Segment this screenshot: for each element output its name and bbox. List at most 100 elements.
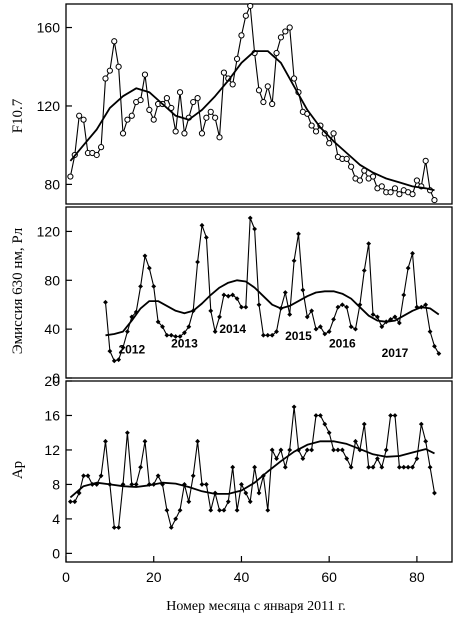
data-point bbox=[67, 173, 74, 180]
data-point bbox=[160, 324, 165, 330]
year-annotation: 2013 bbox=[171, 336, 198, 350]
data-point bbox=[181, 130, 188, 137]
data-point bbox=[103, 438, 108, 444]
data-point bbox=[291, 258, 297, 264]
data-point bbox=[375, 314, 380, 320]
data-point bbox=[221, 292, 227, 298]
data-point bbox=[207, 108, 214, 115]
data-point bbox=[120, 482, 126, 487]
data-point bbox=[326, 430, 332, 436]
data-point bbox=[247, 215, 253, 221]
data-point bbox=[142, 438, 148, 444]
data-point bbox=[125, 329, 130, 334]
data-point bbox=[401, 464, 407, 470]
data-point bbox=[168, 525, 174, 530]
data-point bbox=[229, 81, 236, 88]
data-point bbox=[225, 499, 231, 505]
data-point bbox=[427, 464, 433, 470]
data-point bbox=[190, 473, 196, 479]
data-point bbox=[410, 464, 415, 470]
data-point bbox=[401, 292, 407, 298]
data-point bbox=[379, 464, 385, 470]
data-point bbox=[370, 312, 376, 317]
data-point bbox=[396, 320, 402, 326]
data-point bbox=[168, 332, 174, 338]
data-point bbox=[146, 106, 153, 113]
data-point bbox=[80, 116, 87, 123]
data-point bbox=[172, 128, 179, 135]
y-tick-label: 80 bbox=[44, 176, 60, 192]
data-point bbox=[111, 358, 117, 364]
data-point bbox=[291, 404, 297, 410]
data-point bbox=[391, 185, 399, 192]
data-point bbox=[103, 299, 108, 305]
data-point bbox=[264, 83, 271, 90]
data-point bbox=[330, 130, 337, 137]
data-point bbox=[274, 456, 279, 461]
data-point bbox=[146, 265, 152, 271]
data-point bbox=[107, 348, 113, 354]
data-point bbox=[138, 283, 143, 289]
plot-frame bbox=[65, 206, 453, 379]
year-annotation: 2015 bbox=[285, 329, 312, 343]
y-tick-label: 4 bbox=[52, 511, 60, 527]
trend-curve bbox=[69, 50, 435, 192]
data-point bbox=[98, 473, 104, 479]
data-point bbox=[343, 155, 350, 163]
data-point bbox=[410, 251, 415, 256]
data-point bbox=[198, 130, 206, 137]
data-point bbox=[286, 24, 293, 31]
data-point bbox=[370, 464, 376, 470]
data-point bbox=[217, 314, 222, 320]
data-point bbox=[344, 304, 350, 310]
data-point bbox=[155, 473, 161, 479]
data-point bbox=[269, 447, 275, 453]
data-point bbox=[366, 241, 372, 247]
data-point bbox=[369, 173, 377, 180]
y-axis-title: Эмиссия 630 нм, Рл bbox=[10, 227, 26, 354]
data-point bbox=[273, 49, 280, 57]
data-point bbox=[282, 290, 288, 295]
data-point bbox=[308, 122, 315, 129]
data-point bbox=[269, 100, 276, 108]
data-point bbox=[150, 116, 157, 123]
data-point bbox=[313, 413, 319, 418]
data-point bbox=[414, 456, 420, 461]
data-point bbox=[119, 130, 127, 137]
data-point bbox=[322, 331, 328, 337]
data-point bbox=[163, 95, 170, 102]
chart-panel-1: 80 120 160 F10.7 bbox=[10, 2, 453, 205]
data-point bbox=[318, 324, 323, 330]
data-point bbox=[199, 482, 205, 487]
data-point bbox=[129, 482, 135, 487]
y-axis-title: F10.7 bbox=[10, 98, 26, 133]
y-tick-label: 120 bbox=[37, 98, 61, 114]
data-point bbox=[256, 490, 262, 496]
data-point bbox=[203, 114, 210, 121]
data-point bbox=[81, 473, 86, 479]
year-annotation: 2016 bbox=[329, 336, 356, 350]
data-point bbox=[203, 482, 209, 487]
data-point bbox=[392, 413, 398, 418]
data-point bbox=[300, 456, 306, 461]
data-point bbox=[111, 525, 117, 530]
data-point bbox=[142, 253, 148, 259]
y-tick-label: 0 bbox=[52, 545, 60, 561]
data-point bbox=[252, 226, 258, 232]
data-point bbox=[413, 177, 421, 184]
data-point bbox=[344, 456, 350, 461]
data-point bbox=[239, 482, 244, 487]
data-point bbox=[208, 308, 214, 314]
data-point bbox=[296, 231, 301, 237]
data-point bbox=[234, 507, 240, 513]
y-tick-label: 160 bbox=[37, 20, 61, 36]
data-line bbox=[104, 217, 440, 362]
data-point bbox=[304, 447, 310, 453]
year-annotation: 2012 bbox=[118, 343, 145, 357]
data-point bbox=[164, 332, 170, 338]
data-point bbox=[300, 287, 306, 293]
data-point bbox=[396, 191, 403, 198]
data-point bbox=[423, 302, 429, 308]
data-point bbox=[128, 112, 135, 119]
